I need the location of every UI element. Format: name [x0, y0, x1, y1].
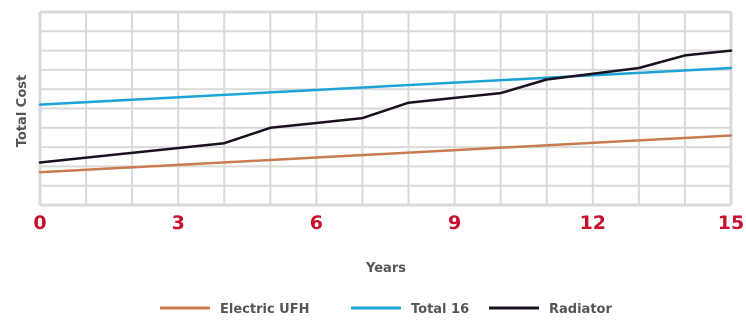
series-line-electric-ufh [38, 134, 733, 174]
x-tick-labels: 0 3 6 9 12 15 [33, 212, 744, 234]
x-tick-label-3: 3 [172, 212, 185, 234]
x-tick-label-15: 15 [718, 212, 744, 234]
x-tick-label-6: 6 [310, 212, 323, 234]
y-axis-title: Total Cost [15, 75, 30, 147]
legend-label-electric-ufh: Electric UFH [220, 302, 310, 317]
x-tick-label-12: 12 [580, 212, 606, 234]
x-tick-label-0: 0 [33, 212, 46, 234]
grid-lines [38, 10, 733, 207]
series-line-total-16 [38, 66, 733, 106]
legend-label-total-16: Total 16 [411, 302, 469, 317]
x-axis-title: Years [365, 261, 406, 276]
legend: Electric UFH Total 16 Radiator [160, 302, 612, 317]
legend-label-radiator: Radiator [549, 302, 612, 317]
x-tick-label-9: 9 [448, 212, 461, 234]
series-line-radiator [38, 49, 733, 164]
series-layer [38, 49, 733, 174]
